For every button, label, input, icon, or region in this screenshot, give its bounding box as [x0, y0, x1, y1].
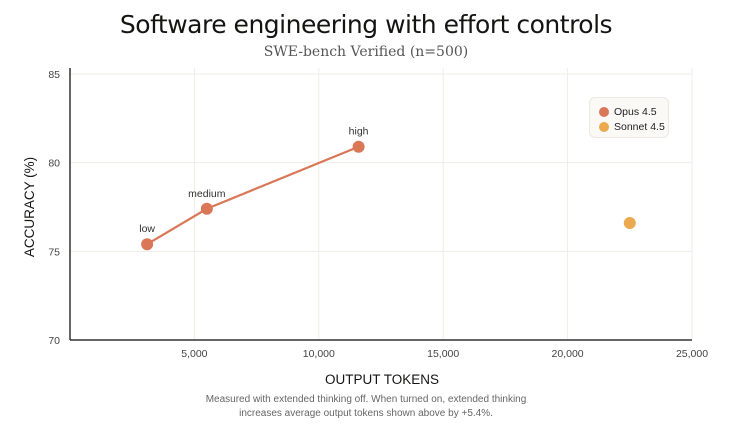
data-point-opus-4-5	[352, 140, 365, 153]
legend-label-opus: Opus 4.5	[614, 105, 657, 118]
data-label-high: high	[349, 126, 369, 138]
y-tick-label: 75	[48, 246, 60, 258]
axes	[69, 68, 692, 341]
footnote-line-1: Measured with extended thinking off. Whe…	[205, 394, 527, 405]
y-tick-label: 70	[48, 335, 60, 347]
y-tick-label: 85	[48, 69, 60, 81]
chart-title: Software engineering with effort control…	[119, 10, 613, 39]
footnote: Measured with extended thinking off. Whe…	[0, 393, 732, 421]
x-tick-label: 20,000	[552, 348, 584, 360]
legend-item-sonnet: Sonnet 4.5	[599, 119, 668, 134]
data-label-low: low	[139, 223, 155, 235]
legend-item-opus: Opus 4.5	[599, 104, 668, 119]
series-layer: low medium high	[139, 126, 636, 251]
data-label-medium: medium	[188, 188, 226, 200]
data-point-opus-4-5	[141, 238, 154, 251]
x-tick-label: 5,000	[181, 348, 207, 360]
chart-subtitle: SWE-bench Verified (n=500)	[263, 44, 469, 60]
tick-labels: 70 75 80 85 5,000 10,000 15,000 20,000 25,000	[48, 69, 708, 360]
x-tick-label: 15,000	[427, 348, 459, 360]
legend: Opus 4.5 Sonnet 4.5	[589, 97, 669, 138]
x-tick-label: 10,000	[303, 348, 335, 360]
footnote-line-2: increases average output tokens shown ab…	[239, 408, 493, 419]
legend-label-sonnet: Sonnet 4.5	[614, 120, 665, 133]
x-tick-label: 25,000	[676, 348, 708, 360]
data-point-sonnet-4-5	[623, 216, 636, 229]
data-point-opus-4-5	[200, 202, 213, 215]
gridlines	[70, 68, 693, 340]
legend-marker-opus	[599, 106, 609, 117]
legend-marker-sonnet	[599, 121, 609, 132]
x-axis-title: OUTPUT TOKENS	[325, 372, 439, 387]
y-tick-label: 80	[48, 158, 60, 170]
series-line-opus-4-5	[146, 145, 360, 246]
y-axis-title: ACCURACY (%)	[22, 157, 37, 257]
